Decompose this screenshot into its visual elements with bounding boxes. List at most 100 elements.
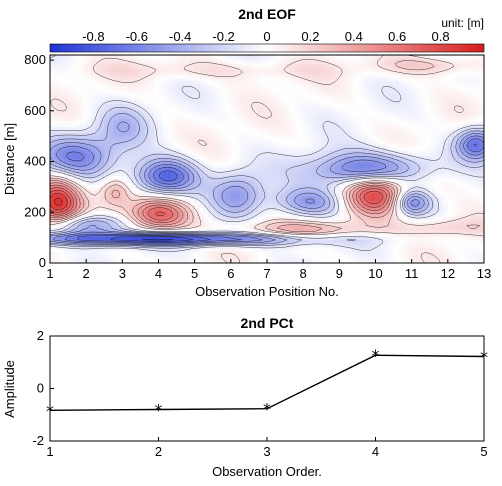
heatmap-cell: [434, 75, 440, 79]
heatmap-cell: [208, 104, 214, 108]
heatmap-cell: [438, 81, 444, 85]
heatmap-cell: [153, 127, 160, 131]
heatmap-cell: [452, 121, 458, 125]
heatmap-cell: [348, 147, 354, 151]
heatmap-cell: [208, 179, 214, 183]
heatmap-cell: [325, 135, 331, 140]
heatmap-cell: [50, 185, 56, 189]
heatmap-cell: [199, 202, 205, 206]
heatmap-cell: [54, 89, 60, 94]
heatmap-cell: [303, 144, 309, 149]
heatmap-cell: [126, 95, 132, 99]
heatmap-cell: [95, 78, 101, 82]
heatmap-cell: [370, 193, 377, 198]
heatmap-cell: [172, 95, 178, 99]
heatmap-cell: [262, 133, 268, 137]
heatmap-cell: [144, 159, 151, 163]
heatmap-cell: [316, 138, 322, 143]
heatmap-cell: [443, 141, 449, 146]
heatmap-cell: [339, 86, 345, 91]
heatmap-cell: [416, 72, 422, 76]
heatmap-cell: [461, 133, 467, 137]
heatmap-cell: [334, 57, 340, 62]
heatmap-cell: [104, 135, 110, 140]
heatmap-cell: [298, 187, 304, 192]
heatmap-cell: [185, 72, 191, 76]
heatmap-cell: [447, 170, 453, 175]
heatmap-cell: [474, 190, 481, 195]
heatmap-cell: [425, 60, 431, 65]
heatmap-cell: [325, 147, 331, 151]
heatmap-cell: [86, 55, 92, 59]
heatmap-cell: [411, 127, 417, 131]
heatmap-cell: [140, 118, 146, 123]
heatmap-cell: [303, 133, 309, 137]
heatmap-cell: [50, 107, 56, 111]
heatmap-cell: [90, 193, 96, 198]
heatmap-cell: [163, 144, 169, 149]
heatmap-cell: [280, 202, 286, 206]
heatmap-cell: [86, 60, 92, 65]
heatmap-cell: [402, 185, 408, 189]
heatmap-cell: [108, 60, 114, 65]
heatmap-cell: [411, 89, 417, 94]
heatmap-cell: [68, 78, 74, 82]
heatmap-cell: [352, 118, 359, 123]
heatmap-cell: [54, 144, 60, 149]
heatmap-cell: [257, 104, 264, 108]
heatmap-cell: [122, 182, 128, 186]
heatmap-cell: [95, 107, 101, 111]
heatmap-cell: [108, 187, 114, 192]
heatmap-cell: [366, 55, 372, 59]
heatmap-cell: [190, 109, 196, 114]
heatmap-cell: [330, 75, 336, 79]
heatmap-cell: [425, 109, 431, 114]
heatmap-cell: [68, 86, 74, 91]
heatmap-cell: [81, 133, 87, 137]
heatmap-cell: [158, 92, 164, 97]
heatmap-cell: [63, 135, 69, 140]
heatmap-cell: [393, 127, 399, 131]
heatmap-cell: [126, 72, 132, 76]
heatmap-cell: [248, 98, 255, 102]
heatmap-cell: [456, 83, 462, 88]
heatmap-cell: [425, 57, 431, 62]
heatmap-cell: [276, 66, 282, 71]
heatmap-cell: [411, 66, 417, 71]
heatmap-cell: [398, 112, 404, 117]
heatmap-cell: [438, 83, 444, 88]
heatmap-cell: [465, 124, 472, 128]
heatmap-cell: [172, 109, 178, 114]
heatmap-cell: [72, 124, 78, 128]
heatmap-cell: [298, 75, 304, 79]
heatmap-cell: [172, 69, 178, 73]
heatmap-cell: [163, 101, 169, 105]
heatmap-cell: [312, 107, 318, 111]
heatmap-cell: [280, 109, 286, 114]
heatmap-cell: [402, 144, 408, 149]
heatmap-cell: [172, 75, 178, 79]
heatmap-cell: [117, 83, 123, 88]
heatmap-cell: [126, 202, 132, 206]
heatmap-cell: [330, 182, 336, 186]
heatmap-cell: [402, 164, 408, 169]
heatmap-cell: [456, 144, 462, 149]
heatmap-cell: [81, 72, 87, 76]
heatmap-cell: [312, 69, 318, 73]
heatmap-cell: [239, 127, 245, 131]
heatmap-cell: [131, 78, 137, 82]
heatmap-cell: [276, 167, 282, 172]
heatmap-cell: [447, 63, 453, 68]
heatmap-cell: [194, 153, 200, 157]
heatmap-cell: [144, 89, 151, 94]
heatmap-cell: [122, 138, 128, 143]
heatmap-cell: [357, 112, 363, 117]
heatmap-cell: [235, 141, 241, 146]
heatmap-cell: [99, 115, 105, 120]
heatmap-cell: [357, 130, 363, 134]
heatmap-cell: [226, 69, 232, 73]
heatmap-cell: [357, 95, 363, 99]
heatmap-cell: [135, 92, 142, 97]
heatmap-cell: [131, 127, 137, 131]
heatmap-cell: [325, 130, 331, 134]
